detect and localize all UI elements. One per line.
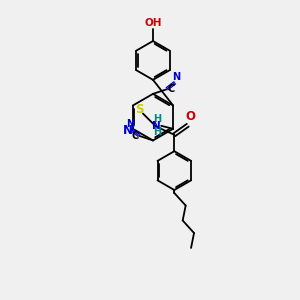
Text: N: N	[126, 118, 134, 128]
Text: N: N	[172, 72, 180, 82]
Text: N: N	[152, 121, 161, 131]
Text: C: C	[168, 84, 175, 94]
Text: S: S	[135, 103, 144, 116]
Text: H: H	[153, 127, 161, 137]
Text: N: N	[122, 124, 132, 137]
Text: H: H	[153, 114, 161, 124]
Text: OH: OH	[144, 18, 162, 28]
Text: O: O	[185, 110, 195, 123]
Text: C: C	[132, 131, 139, 141]
